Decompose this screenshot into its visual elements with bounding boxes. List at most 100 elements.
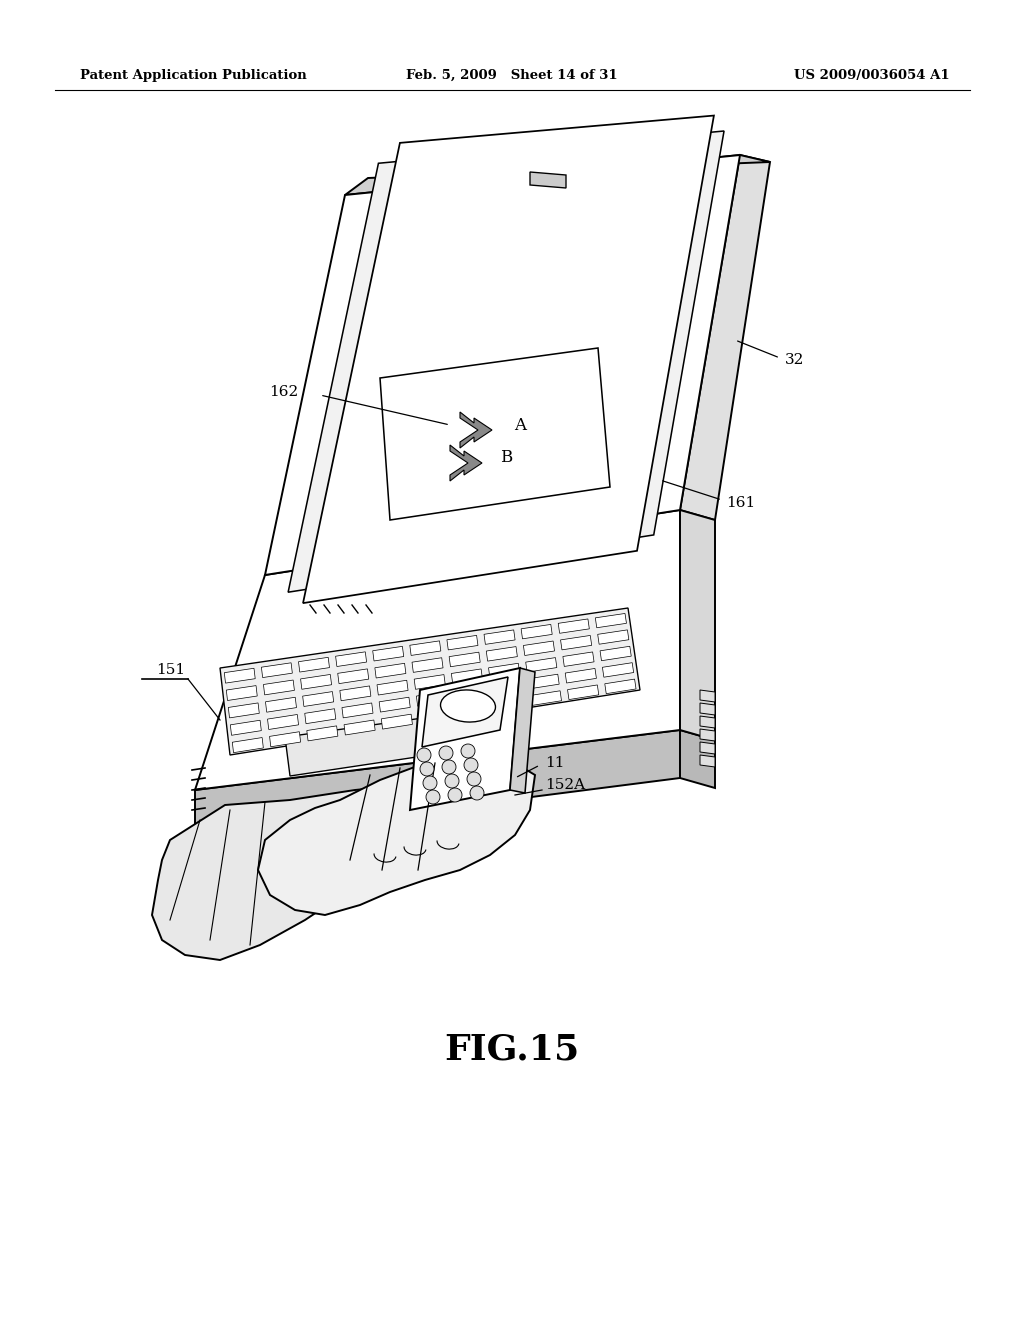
Polygon shape (680, 510, 715, 741)
Text: Patent Application Publication: Patent Application Publication (80, 69, 307, 82)
Polygon shape (460, 412, 492, 447)
Polygon shape (700, 742, 715, 754)
Polygon shape (422, 677, 508, 747)
Polygon shape (456, 702, 487, 717)
Polygon shape (285, 718, 430, 776)
Text: A: A (514, 417, 526, 433)
Polygon shape (195, 510, 680, 789)
Polygon shape (375, 664, 406, 678)
Polygon shape (680, 154, 770, 520)
Polygon shape (224, 668, 255, 684)
Polygon shape (410, 668, 520, 810)
Polygon shape (450, 652, 480, 667)
Polygon shape (258, 760, 535, 915)
Circle shape (445, 774, 459, 788)
Polygon shape (417, 692, 447, 706)
Text: B: B (500, 450, 512, 466)
Polygon shape (558, 619, 590, 634)
Polygon shape (528, 675, 559, 689)
Circle shape (420, 762, 434, 776)
Polygon shape (523, 642, 555, 656)
Polygon shape (530, 172, 566, 187)
Polygon shape (525, 657, 557, 672)
Polygon shape (602, 663, 634, 677)
Polygon shape (412, 657, 443, 672)
Polygon shape (521, 624, 552, 639)
Polygon shape (700, 690, 715, 702)
Polygon shape (567, 685, 599, 700)
Polygon shape (265, 154, 740, 576)
Polygon shape (380, 348, 610, 520)
Polygon shape (305, 709, 336, 723)
Polygon shape (299, 657, 330, 672)
Polygon shape (484, 630, 515, 644)
Polygon shape (452, 669, 482, 684)
Polygon shape (303, 692, 334, 706)
Polygon shape (700, 755, 715, 767)
Polygon shape (560, 635, 592, 649)
Polygon shape (338, 669, 369, 684)
Polygon shape (232, 738, 263, 752)
Polygon shape (267, 714, 299, 730)
Circle shape (470, 785, 484, 800)
Circle shape (467, 772, 481, 785)
Polygon shape (228, 704, 259, 718)
Polygon shape (488, 663, 519, 678)
Text: 151: 151 (156, 663, 185, 677)
Text: FIG.15: FIG.15 (444, 1034, 580, 1067)
Polygon shape (220, 609, 640, 755)
Text: 162: 162 (268, 385, 298, 399)
Polygon shape (419, 709, 450, 723)
Polygon shape (414, 675, 445, 689)
Polygon shape (700, 729, 715, 741)
Polygon shape (340, 686, 371, 701)
Polygon shape (446, 635, 478, 649)
Polygon shape (600, 647, 631, 661)
Polygon shape (410, 642, 440, 656)
Polygon shape (493, 697, 524, 711)
Polygon shape (373, 647, 403, 661)
Polygon shape (454, 685, 484, 701)
Polygon shape (303, 116, 714, 603)
Polygon shape (345, 154, 770, 195)
Polygon shape (230, 721, 261, 735)
Polygon shape (288, 131, 724, 593)
Circle shape (461, 744, 475, 758)
Polygon shape (700, 704, 715, 715)
Polygon shape (226, 685, 257, 701)
Polygon shape (595, 614, 627, 628)
Polygon shape (486, 647, 517, 661)
Polygon shape (598, 630, 629, 644)
Polygon shape (195, 730, 680, 840)
Polygon shape (342, 704, 373, 718)
Text: 11: 11 (545, 756, 564, 770)
Polygon shape (344, 719, 375, 735)
Polygon shape (336, 652, 367, 667)
Text: 32: 32 (785, 352, 805, 367)
Polygon shape (565, 668, 596, 682)
Polygon shape (700, 715, 715, 729)
Polygon shape (265, 697, 297, 713)
Polygon shape (152, 777, 470, 960)
Polygon shape (381, 714, 413, 729)
Ellipse shape (440, 690, 496, 722)
Circle shape (426, 789, 440, 804)
Circle shape (423, 776, 437, 789)
Text: 161: 161 (726, 496, 756, 510)
Polygon shape (269, 731, 301, 747)
Circle shape (442, 760, 456, 774)
Polygon shape (563, 652, 594, 667)
Text: US 2009/0036054 A1: US 2009/0036054 A1 (795, 69, 950, 82)
Polygon shape (530, 690, 561, 705)
Polygon shape (379, 697, 411, 711)
Text: Feb. 5, 2009   Sheet 14 of 31: Feb. 5, 2009 Sheet 14 of 31 (407, 69, 617, 82)
Circle shape (449, 788, 462, 803)
Polygon shape (307, 726, 338, 741)
Polygon shape (450, 445, 482, 480)
Circle shape (439, 746, 453, 760)
Polygon shape (680, 730, 715, 788)
Text: 152A: 152A (545, 777, 585, 792)
Circle shape (464, 758, 478, 772)
Polygon shape (510, 668, 535, 793)
Polygon shape (263, 680, 295, 694)
